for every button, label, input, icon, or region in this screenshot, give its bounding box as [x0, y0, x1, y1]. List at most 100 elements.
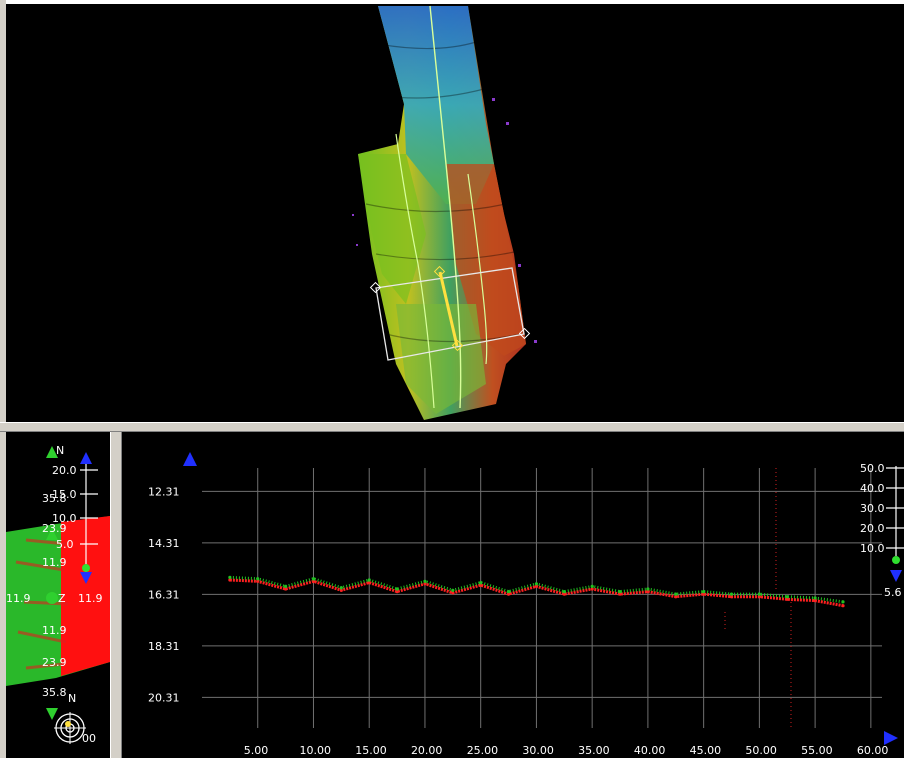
- track-lines: [395, 5, 488, 409]
- scale-label: 5.0: [56, 538, 74, 551]
- series-point: [534, 584, 538, 588]
- y-tick-labels: 12.31 14.31 16.31 18.31 20.31: [148, 485, 180, 704]
- series-point: [284, 587, 288, 591]
- x-tick-label: 30.00: [522, 744, 554, 757]
- series-point: [674, 595, 678, 599]
- north-label-bottom: N: [68, 692, 76, 705]
- series-point: [841, 604, 845, 608]
- series-point: [423, 579, 427, 583]
- y-tick-label: 20.31: [148, 691, 180, 704]
- series-point: [757, 592, 762, 596]
- horizontal-splitter[interactable]: [0, 422, 904, 432]
- axis-arrows: [183, 452, 898, 745]
- cross-label: 11.9: [42, 556, 67, 569]
- x-tick-label: 25.00: [467, 744, 499, 757]
- depth-scale-label: 20.0: [860, 522, 885, 535]
- series-point: [284, 584, 288, 588]
- series-point: [451, 588, 455, 592]
- axis-arrows: [46, 446, 92, 720]
- x-tick-label: 50.00: [745, 744, 777, 757]
- cross-section-view[interactable]: N N 20.0 15.0 10.0 5.0 35.8 23.9 11.9 11…: [6, 432, 110, 758]
- depth-scale-label: 50.0: [860, 462, 885, 475]
- series-point: [618, 590, 622, 594]
- x-tick-label: 40.00: [634, 744, 666, 757]
- center-z-label: Z: [58, 592, 66, 605]
- center-right-label: 11.9: [78, 592, 103, 605]
- series-point: [451, 591, 455, 595]
- series-point: [395, 587, 399, 591]
- series-point: [256, 579, 260, 583]
- series-point: [646, 590, 650, 594]
- cross-label: 35.8: [42, 686, 67, 699]
- series-point: [674, 592, 678, 596]
- depth-scale-arrow-icon: [890, 570, 902, 582]
- cross-label: 23.9: [42, 522, 67, 535]
- stray-soundings: [352, 98, 537, 343]
- depth-scale: [886, 466, 904, 556]
- center-left-label: 11.9: [6, 592, 31, 605]
- series-point: [507, 592, 511, 596]
- current-depth-value: 5.6: [884, 586, 902, 599]
- north-label-top: N: [56, 444, 64, 457]
- cross-label: 35.8: [42, 492, 67, 505]
- series-point: [813, 599, 817, 603]
- series-point: [311, 577, 316, 581]
- x-tick-labels: 5.00 10.00 15.00 20.00 25.00 30.00 35.00 40.00 4…: [244, 744, 889, 757]
- depth-scale-label: 10.0: [860, 542, 885, 555]
- series-point: [702, 592, 706, 596]
- series-point: [228, 575, 232, 579]
- map-view[interactable]: [6, 4, 904, 422]
- series-point: [367, 581, 371, 585]
- profile-view[interactable]: 5.00 10.00 15.00 20.00 25.00 30.00 35.00 40.00 4…: [122, 432, 904, 758]
- y-tick-label: 18.31: [148, 640, 180, 653]
- compass-rose-icon[interactable]: [54, 712, 86, 744]
- cross-label: 23.9: [42, 656, 67, 669]
- series-point: [590, 584, 594, 588]
- window-frame: [0, 0, 6, 758]
- grid: [202, 468, 882, 728]
- series-point: [729, 595, 734, 599]
- swath-map[interactable]: [6, 4, 904, 422]
- series-point: [813, 596, 817, 600]
- series-point: [785, 597, 789, 601]
- series-layer: [228, 575, 845, 608]
- cross-label: 11.9: [42, 624, 67, 637]
- series-point: [590, 587, 594, 591]
- series-point: [339, 588, 343, 592]
- scale-label: 20.0: [52, 464, 77, 477]
- series-point: [618, 592, 622, 596]
- series-point: [507, 590, 511, 594]
- series-point: [256, 577, 260, 581]
- scale-label: 10.0: [52, 512, 77, 525]
- x-tick-label: 10.00: [299, 744, 331, 757]
- y-tick-label: 16.31: [148, 588, 180, 601]
- series-point: [646, 587, 650, 591]
- series-point: [339, 586, 343, 590]
- y-tick-label: 12.31: [148, 485, 180, 498]
- scale-label: 15.0: [52, 488, 77, 501]
- bottom-value: 00: [82, 732, 96, 745]
- series-point: [367, 578, 371, 582]
- series-point: [757, 595, 762, 599]
- depth-scale-label: 30.0: [860, 502, 885, 515]
- series-point: [562, 592, 566, 596]
- selection-box[interactable]: [369, 265, 531, 361]
- profile-chart[interactable]: 5.00 10.00 15.00 20.00 25.00 30.00 35.00 40.00 4…: [122, 432, 904, 758]
- series-point: [479, 581, 483, 585]
- x-tick-label: 45.00: [690, 744, 722, 757]
- scale-bar: [80, 462, 98, 572]
- series-point: [534, 582, 538, 586]
- x-tick-label: 55.00: [801, 744, 833, 757]
- spike-noise: [724, 468, 792, 728]
- y-tick-label: 14.31: [148, 537, 180, 550]
- depth-scale-marker[interactable]: [892, 556, 900, 564]
- series-point: [841, 600, 845, 604]
- x-tick-label: 20.00: [411, 744, 443, 757]
- vertical-splitter[interactable]: [110, 432, 122, 758]
- series-point: [785, 595, 789, 599]
- x-tick-label: 60.00: [857, 744, 889, 757]
- x-tick-label: 5.00: [244, 744, 269, 757]
- bathymetry-swath: [358, 6, 526, 420]
- series-point: [395, 590, 399, 594]
- series-point: [729, 592, 734, 596]
